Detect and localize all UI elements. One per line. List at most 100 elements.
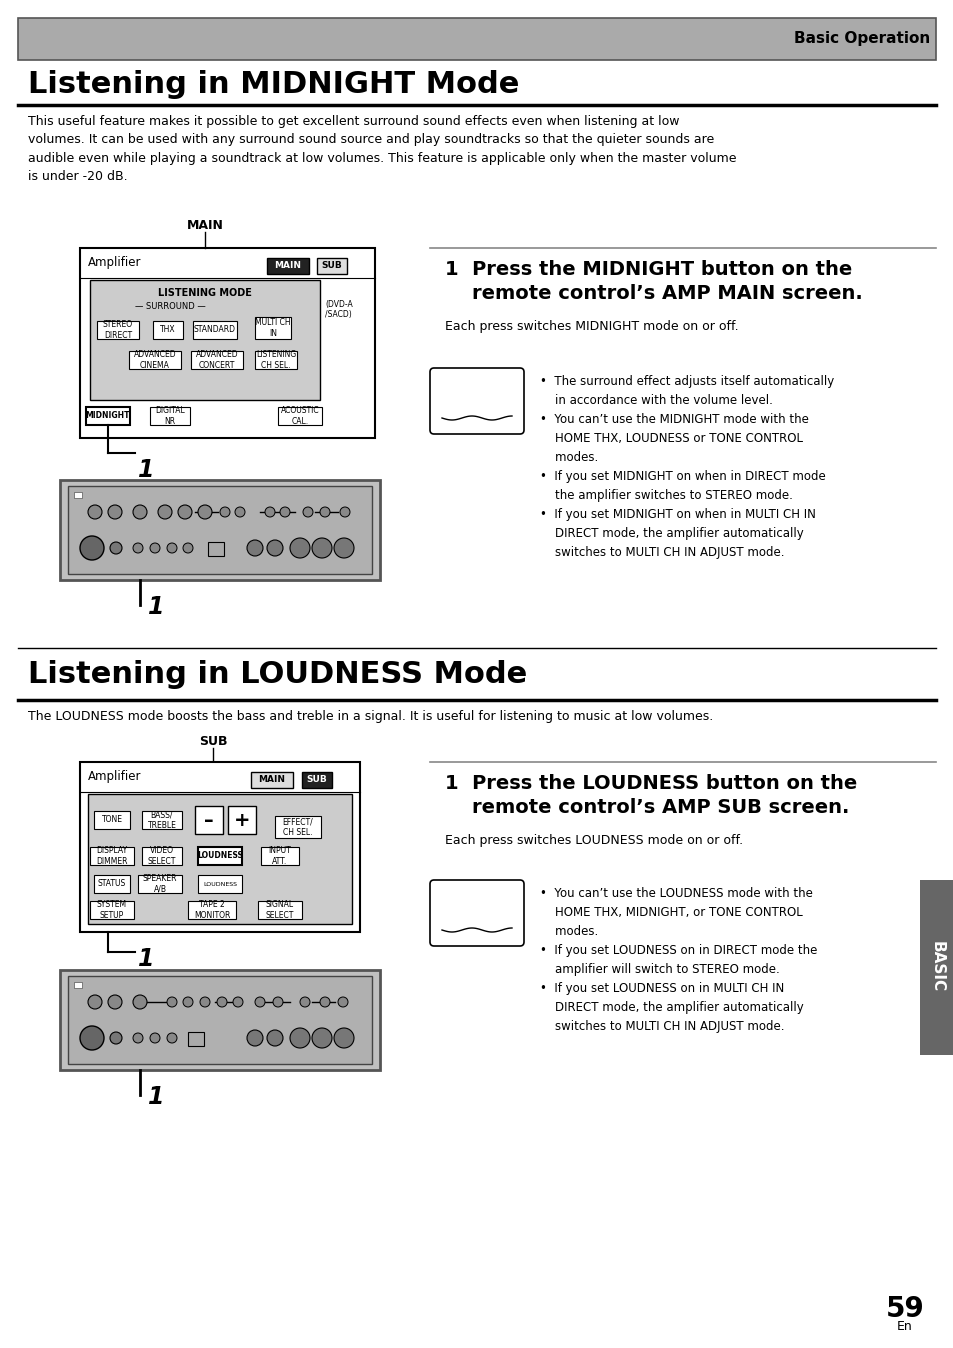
Text: 1  Press the MIDNIGHT button on the: 1 Press the MIDNIGHT button on the (444, 260, 851, 279)
Bar (142, 847, 182, 865)
Circle shape (80, 1026, 104, 1050)
Circle shape (132, 543, 143, 553)
Text: 1: 1 (148, 594, 164, 619)
Text: ADVANCED
CONCERT: ADVANCED CONCERT (195, 350, 238, 369)
Circle shape (110, 542, 122, 554)
Text: 1  Press the LOUDNESS button on the: 1 Press the LOUDNESS button on the (444, 774, 857, 793)
Circle shape (110, 1033, 122, 1043)
Text: Each press switches LOUDNESS mode on or off.: Each press switches LOUDNESS mode on or … (444, 834, 742, 847)
Text: THX: THX (160, 325, 175, 334)
Bar (316, 257, 347, 274)
Bar (142, 811, 182, 829)
Bar (90, 900, 133, 919)
Circle shape (267, 1030, 283, 1046)
Text: SYSTEM
SETUP: SYSTEM SETUP (97, 900, 127, 919)
Text: — SURROUND —: — SURROUND — (134, 302, 205, 311)
Text: VIDEO
SELECT: VIDEO SELECT (148, 847, 176, 865)
Text: 59: 59 (884, 1295, 923, 1322)
Text: remote control’s AMP SUB screen.: remote control’s AMP SUB screen. (444, 798, 848, 817)
Circle shape (132, 506, 147, 519)
Circle shape (80, 537, 104, 559)
Circle shape (220, 507, 230, 518)
Text: –: – (204, 810, 213, 829)
Text: INPUT
ATT.: INPUT ATT. (269, 847, 291, 865)
Bar (191, 350, 243, 369)
Bar (193, 321, 236, 338)
Text: MAIN: MAIN (187, 218, 223, 232)
Text: 1: 1 (138, 458, 154, 483)
Text: STANDARD: STANDARD (193, 325, 235, 334)
Bar (208, 542, 224, 555)
Bar (68, 976, 372, 1064)
Text: 1: 1 (138, 948, 154, 971)
Bar (74, 492, 82, 497)
Circle shape (198, 506, 212, 519)
Bar (18, 18, 935, 61)
Circle shape (312, 1029, 332, 1047)
Text: Listening in MIDNIGHT Mode: Listening in MIDNIGHT Mode (28, 70, 518, 98)
Bar (267, 257, 309, 274)
Bar (90, 847, 133, 865)
Bar (150, 407, 190, 425)
Circle shape (339, 507, 350, 518)
Text: LOUDNESS: LOUDNESS (203, 882, 236, 887)
Text: LISTENING
CH SEL.: LISTENING CH SEL. (255, 350, 295, 369)
Bar (94, 875, 130, 892)
Text: ADVANCED
CINEMA: ADVANCED CINEMA (133, 350, 176, 369)
Circle shape (233, 998, 243, 1007)
Text: Amplifier: Amplifier (88, 770, 141, 783)
Text: STATUS: STATUS (98, 879, 126, 888)
Text: TONE: TONE (101, 816, 122, 825)
Bar (194, 806, 223, 834)
Circle shape (167, 543, 177, 553)
Circle shape (290, 538, 310, 558)
Circle shape (280, 507, 290, 518)
Circle shape (132, 995, 147, 1010)
Circle shape (265, 507, 274, 518)
Bar (919, 880, 953, 1055)
Text: SPEAKER
A/B: SPEAKER A/B (143, 875, 177, 894)
Circle shape (247, 541, 263, 555)
Bar (274, 816, 320, 838)
Text: Basic Operation: Basic Operation (793, 31, 929, 46)
Circle shape (150, 543, 160, 553)
Bar (254, 350, 296, 369)
Text: Amplifier: Amplifier (88, 256, 141, 270)
Bar (80, 762, 359, 931)
Text: ACOUSTIC
CAL.: ACOUSTIC CAL. (280, 407, 319, 426)
Text: EFFECT/
CH SEL.: EFFECT/ CH SEL. (282, 817, 313, 837)
Text: The LOUDNESS mode boosts the bass and treble in a signal. It is useful for liste: The LOUDNESS mode boosts the bass and tr… (28, 710, 713, 723)
Circle shape (108, 506, 122, 519)
Bar (198, 847, 242, 865)
Text: SUB: SUB (306, 775, 327, 785)
Text: MIDNIGHT: MIDNIGHT (86, 411, 131, 421)
Text: Listening in LOUDNESS Mode: Listening in LOUDNESS Mode (28, 661, 527, 689)
Text: BASS/
TREBLE: BASS/ TREBLE (148, 810, 176, 829)
Circle shape (108, 995, 122, 1010)
Bar (60, 971, 379, 1070)
Circle shape (132, 1033, 143, 1043)
Bar (97, 321, 139, 338)
Bar (88, 794, 352, 923)
Circle shape (299, 998, 310, 1007)
Text: MAIN: MAIN (274, 262, 301, 271)
Circle shape (167, 1033, 177, 1043)
Circle shape (167, 998, 177, 1007)
Circle shape (88, 995, 102, 1010)
Bar (60, 480, 379, 580)
Text: +: + (233, 810, 250, 829)
Circle shape (337, 998, 348, 1007)
Bar (254, 317, 291, 338)
Text: Each press switches MIDNIGHT mode on or off.: Each press switches MIDNIGHT mode on or … (444, 319, 738, 333)
Bar (94, 811, 130, 829)
Bar (188, 1033, 204, 1046)
Circle shape (267, 541, 283, 555)
Circle shape (254, 998, 265, 1007)
FancyBboxPatch shape (430, 880, 523, 946)
Text: •  The surround effect adjusts itself automatically
    in accordance with the v: • The surround effect adjusts itself aut… (539, 375, 833, 559)
Text: LISTENING MODE: LISTENING MODE (158, 288, 252, 298)
Circle shape (303, 507, 313, 518)
Circle shape (200, 998, 210, 1007)
Bar (251, 772, 293, 789)
Text: MAIN: MAIN (258, 775, 285, 785)
